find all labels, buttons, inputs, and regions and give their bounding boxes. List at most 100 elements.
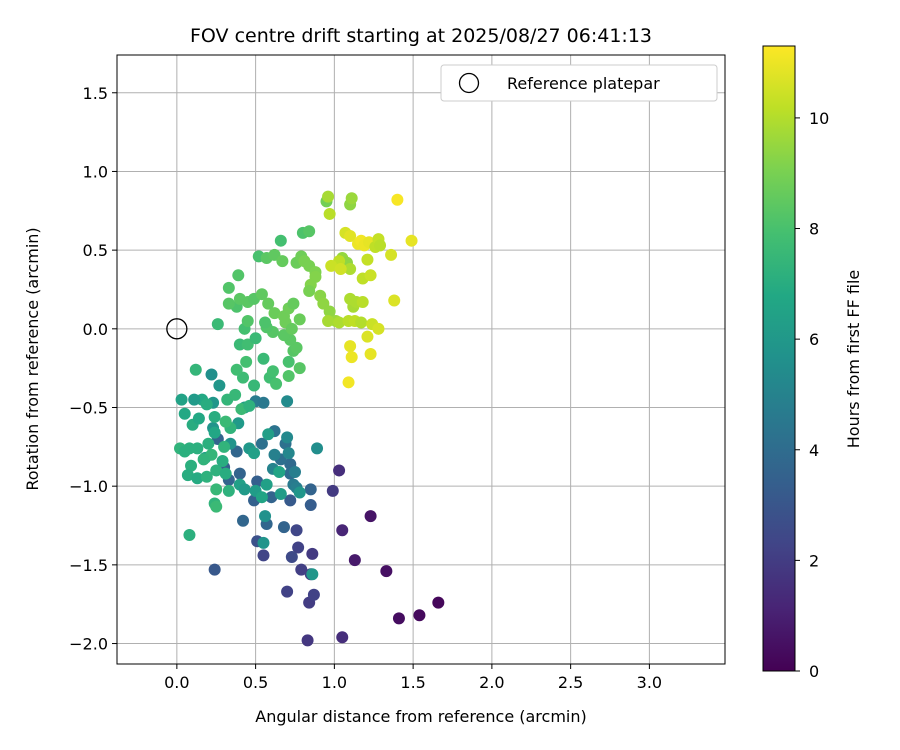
data-point xyxy=(344,229,357,242)
y-axis-label: Rotation from reference (arcmin) xyxy=(23,227,42,490)
y-tick-label: 0.0 xyxy=(83,320,108,339)
axes: 0.0 0.5 1.0 1.5 2.0 2.5 3.0 1.5 1.0 0.5 0.0 −0.5 −1.… xyxy=(69,84,662,692)
data-point xyxy=(268,307,281,320)
data-point xyxy=(405,234,418,247)
colorbar-tick-label: 10 xyxy=(809,109,829,128)
x-tick-label: 1.0 xyxy=(322,673,347,692)
data-point xyxy=(219,467,232,480)
data-point xyxy=(304,499,317,512)
data-point xyxy=(307,588,320,601)
data-point xyxy=(284,494,297,507)
colorbar-ticks: 0 2 4 6 8 10 xyxy=(795,109,829,681)
colorbar-tick-label: 6 xyxy=(809,330,819,349)
data-point xyxy=(345,192,358,205)
reference-marker-layer xyxy=(166,318,188,340)
data-point xyxy=(185,459,198,472)
colorbar-label: Hours from first FF file xyxy=(844,270,863,449)
data-point xyxy=(230,363,243,376)
data-point xyxy=(243,399,256,412)
data-point xyxy=(344,340,357,353)
data-point xyxy=(374,239,387,252)
data-point xyxy=(274,234,287,247)
data-point xyxy=(183,528,196,541)
x-tick-label: 1.5 xyxy=(400,673,425,692)
data-point xyxy=(333,464,346,477)
data-point xyxy=(200,470,213,483)
data-point xyxy=(282,447,295,460)
y-tick-label: 1.0 xyxy=(83,162,108,181)
data-point xyxy=(336,524,349,537)
data-point xyxy=(248,379,261,392)
data-point xyxy=(336,631,349,644)
y-tick-label: 1.5 xyxy=(83,84,108,103)
reference-point-marker xyxy=(166,318,188,340)
data-point xyxy=(293,486,306,499)
data-point xyxy=(301,634,314,647)
data-point xyxy=(361,330,374,343)
data-point xyxy=(282,370,295,383)
data-point xyxy=(364,510,377,523)
data-point xyxy=(303,225,316,238)
data-point xyxy=(208,563,221,576)
data-point xyxy=(285,550,298,563)
colorbar-tick-label: 4 xyxy=(809,441,819,460)
data-point xyxy=(364,347,377,360)
data-point xyxy=(292,541,305,554)
data-point xyxy=(241,314,254,327)
plot-frame xyxy=(116,54,726,665)
data-point xyxy=(262,297,275,310)
data-point xyxy=(240,355,253,368)
data-point xyxy=(295,563,308,576)
data-point xyxy=(255,288,268,301)
data-point xyxy=(322,314,335,327)
data-point xyxy=(259,316,272,329)
data-point xyxy=(303,285,316,298)
data-point xyxy=(274,488,287,501)
y-tick-label: −2.0 xyxy=(69,635,108,654)
data-point xyxy=(192,412,205,425)
data-point xyxy=(219,415,232,428)
colorbar-tick-label: 0 xyxy=(809,662,819,681)
data-point xyxy=(202,437,215,450)
data-point xyxy=(344,292,357,305)
x-axis-label: Angular distance from reference (arcmin) xyxy=(255,707,586,726)
data-point xyxy=(232,269,245,282)
data-point xyxy=(181,469,194,482)
data-point xyxy=(432,596,445,609)
data-point xyxy=(237,514,250,527)
data-point xyxy=(388,294,401,307)
data-point xyxy=(392,612,405,625)
data-point xyxy=(229,388,242,401)
data-point xyxy=(345,351,358,364)
data-point xyxy=(257,549,270,562)
data-point xyxy=(361,253,374,266)
data-point xyxy=(277,521,290,534)
data-point xyxy=(270,377,283,390)
data-point xyxy=(325,259,338,272)
data-point xyxy=(191,472,204,485)
colorbar-gradient xyxy=(762,45,796,672)
data-point xyxy=(208,410,221,423)
data-point xyxy=(342,376,355,389)
data-point xyxy=(326,484,339,497)
data-point xyxy=(251,475,264,488)
data-point xyxy=(255,437,268,450)
x-tick-label: 3.0 xyxy=(637,673,662,692)
data-point xyxy=(281,395,294,408)
data-point xyxy=(208,426,221,439)
data-point xyxy=(380,565,393,578)
data-point xyxy=(322,190,335,203)
data-point xyxy=(285,322,298,335)
data-point xyxy=(356,296,369,309)
data-point xyxy=(334,263,347,276)
data-point xyxy=(213,379,226,392)
data-point xyxy=(200,398,213,411)
data-point xyxy=(344,263,357,276)
data-point xyxy=(281,431,294,444)
x-tick-label: 2.0 xyxy=(479,673,504,692)
y-tick-label: −0.5 xyxy=(69,398,108,417)
data-point xyxy=(260,478,273,491)
data-point xyxy=(266,365,279,378)
data-point xyxy=(210,500,223,513)
